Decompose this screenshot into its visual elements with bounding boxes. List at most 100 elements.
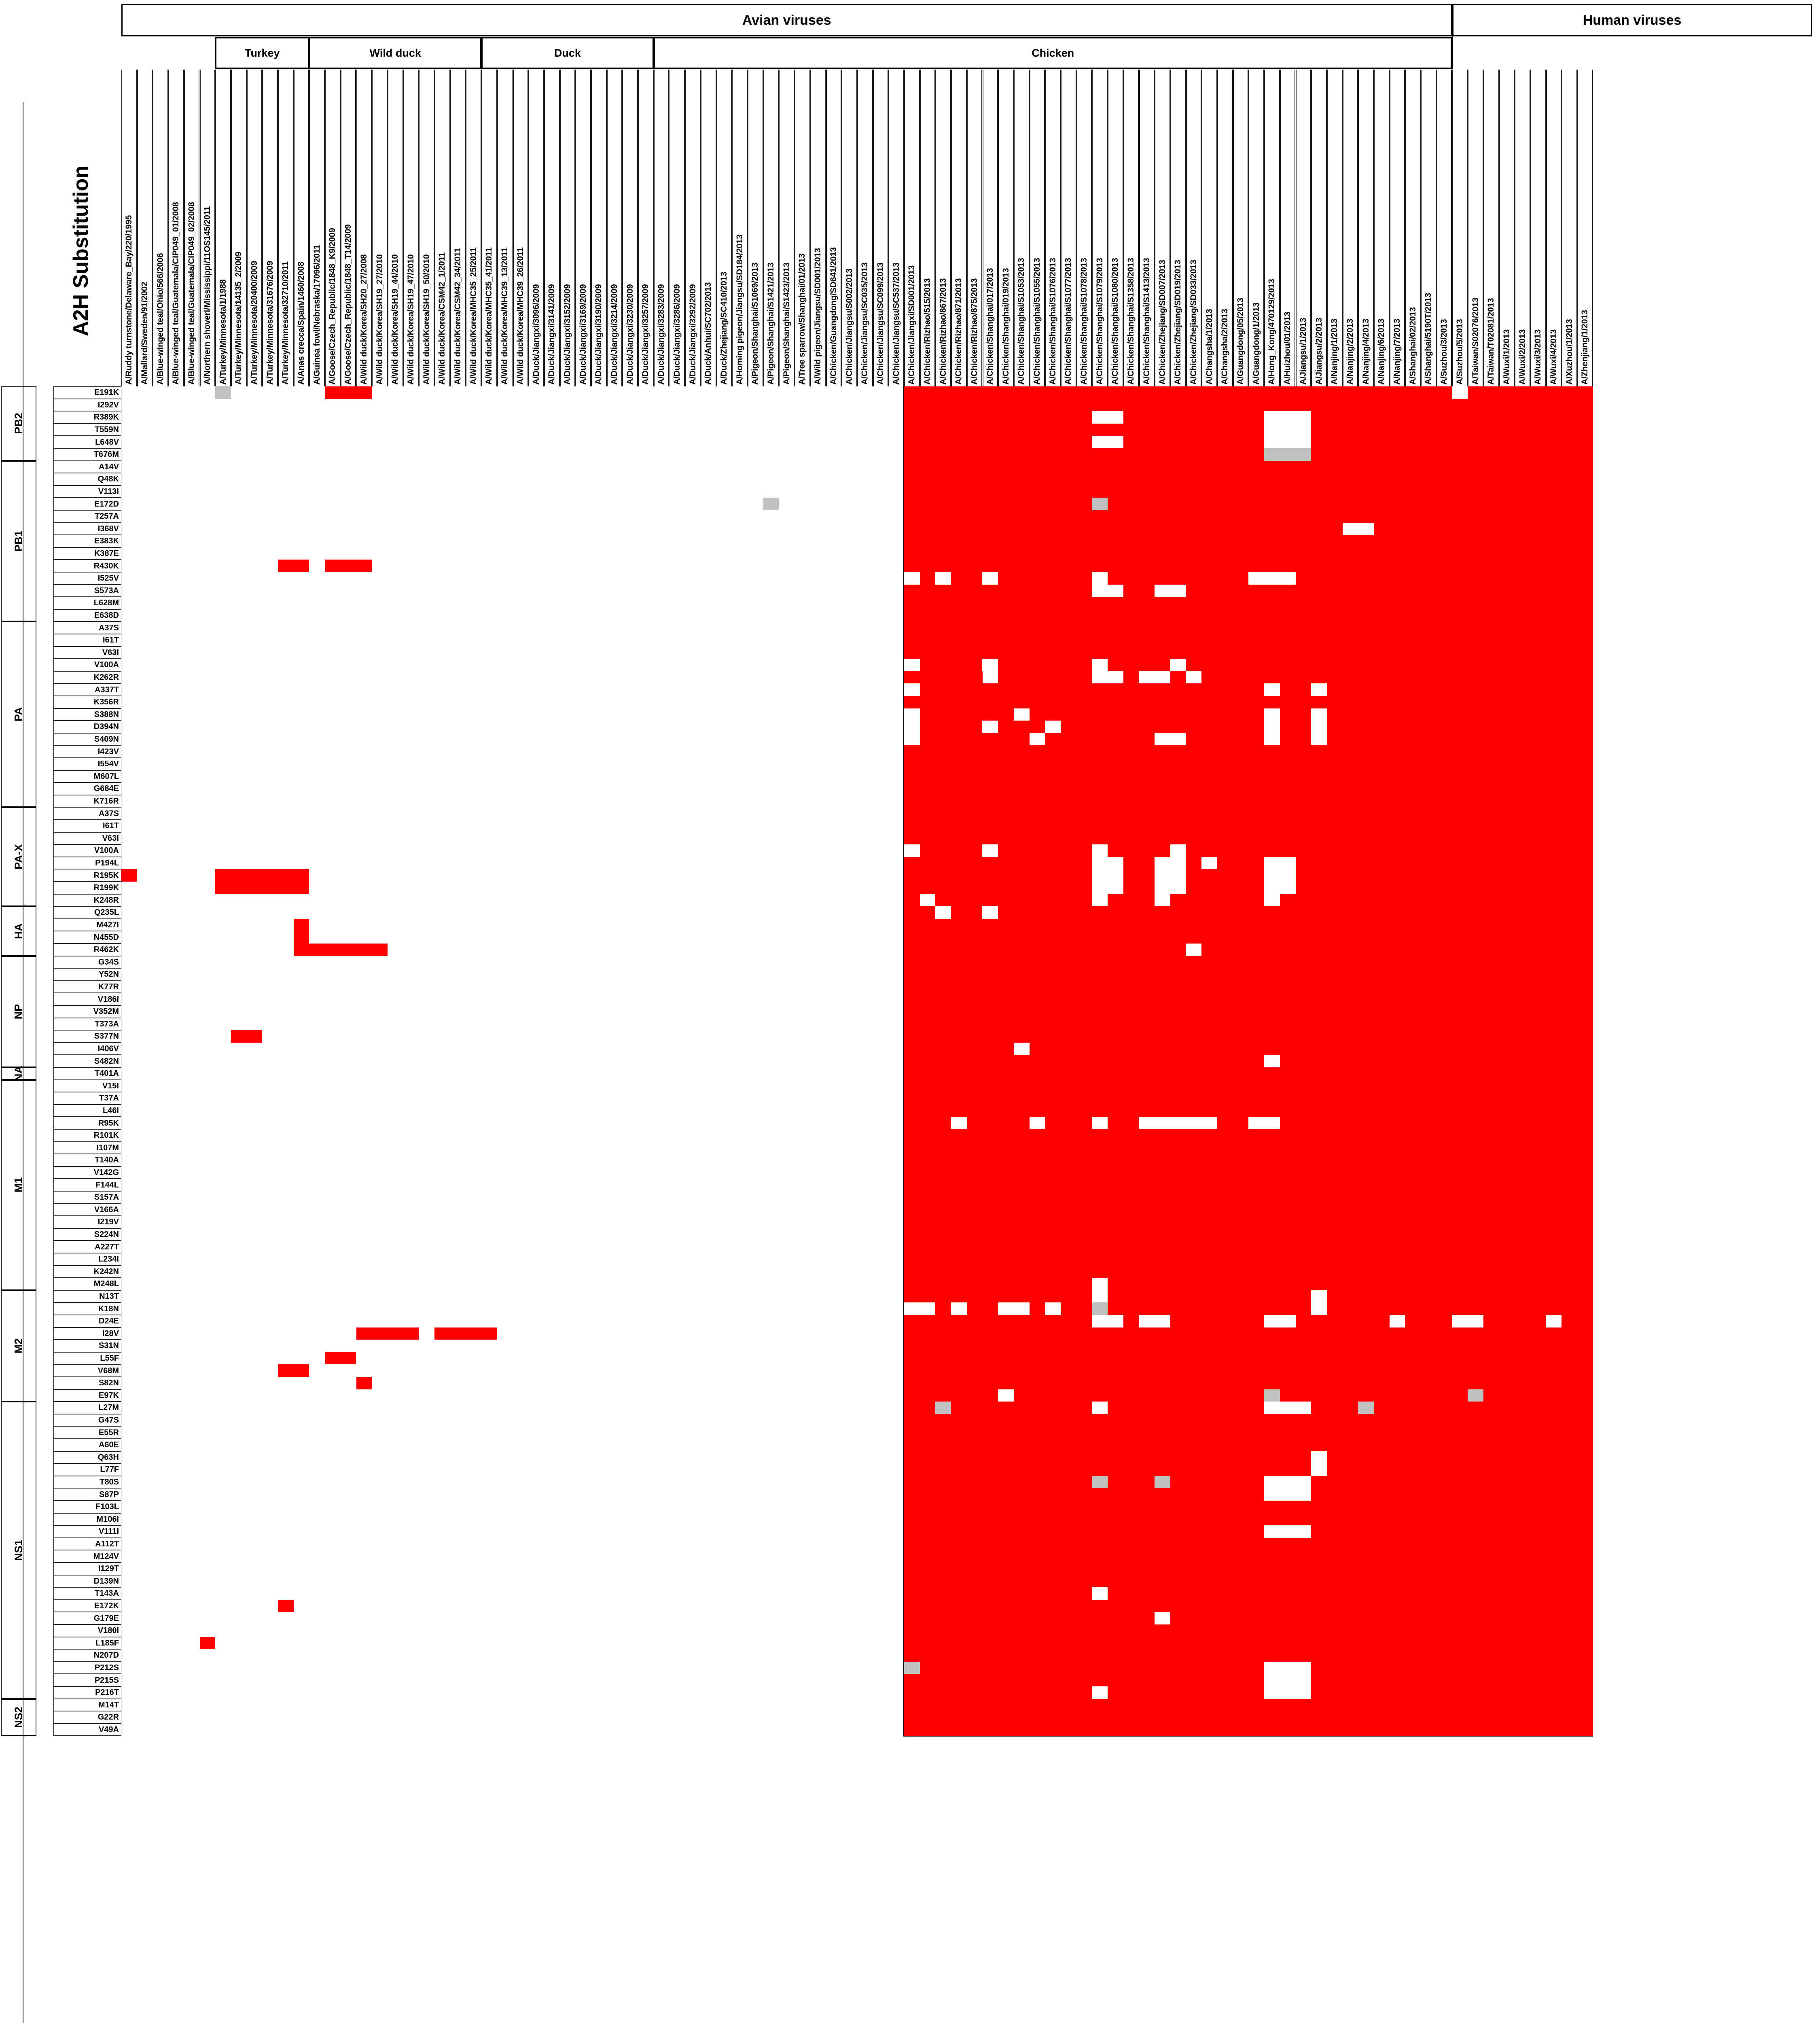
strain-label: A/Wild pigeon/Jiangsu/SD001/2013: [813, 248, 823, 385]
column-header-strain: A/Chicken/Jiangsu/S002/2013: [841, 70, 857, 386]
heatmap-cell: [904, 1166, 1593, 1179]
heatmap-cell: [278, 1364, 309, 1377]
strain-label: A/Duck/Jiangxi/3169/2009: [578, 284, 588, 385]
heatmap-cell: [904, 1451, 1312, 1464]
heatmap-cell: [1092, 584, 1123, 597]
heatmap-cell: [1092, 1278, 1108, 1290]
heatmap-cell: [935, 1402, 951, 1414]
heatmap-cell: [1186, 844, 1593, 857]
heatmap-cell: [998, 572, 1092, 585]
substitution-label-cell: G22R: [53, 1711, 121, 1724]
substitution-label-cell: D24E: [53, 1315, 121, 1327]
heatmap-cell: [1123, 869, 1155, 882]
column-header-strain: A/Pigeon/Shanghai/S1069/2013: [748, 70, 763, 386]
heatmap-cell: [920, 844, 983, 857]
heatmap-cell: [904, 1525, 1265, 1538]
heatmap-cell: [1280, 1389, 1468, 1402]
heatmap-cell: [1264, 448, 1312, 461]
host-group-blank-5: [1452, 37, 1812, 69]
heatmap-cell: [293, 931, 309, 944]
substitution-label-cell: N207D: [53, 1649, 121, 1662]
strain-label: A/Nanjing/4/2013: [1361, 318, 1371, 385]
strain-label: A/Nanjing/2/2013: [1345, 318, 1355, 385]
column-header-strain: A/Xuzhou/1/2013: [1562, 70, 1578, 386]
strain-label: A/Wild duck/Korea/SH19_47/2010: [406, 254, 415, 385]
heatmap-cell: [904, 510, 1593, 523]
column-header-strain: A/Chicken/Shanghai/S1053/2013: [1013, 70, 1030, 386]
heatmap-cell: [951, 906, 983, 919]
heatmap-cell: [904, 1563, 1593, 1575]
strain-label: A/Chicken/Jiangsu/SC099/2013: [875, 262, 885, 385]
strain-label: A/Huizhou/01/2013: [1283, 312, 1292, 385]
substitution-label-cell: E191K: [53, 386, 121, 399]
heatmap-cell: [904, 1686, 1092, 1699]
substitution-label-cell: I554V: [53, 758, 121, 770]
heatmap-cell: [904, 1191, 1593, 1204]
heatmap-cell: [1264, 857, 1296, 869]
strain-label: A/Duck/Jiangxi/3257/2009: [641, 284, 650, 385]
heatmap-cell: [1264, 721, 1280, 733]
substitution-label-cell: A14V: [53, 460, 121, 473]
substitution-label-cell: F103L: [53, 1501, 121, 1513]
heatmap-cell: [1311, 436, 1593, 448]
heatmap-cell: [1092, 844, 1108, 857]
heatmap-cell: [1311, 733, 1327, 746]
heatmap-cell: [1264, 869, 1296, 882]
heatmap-cell: [904, 1290, 1092, 1303]
heatmap-cell: [904, 1005, 1593, 1018]
heatmap-cell: [1092, 894, 1108, 907]
column-header-strain: A/Duck/Jiangxi/3190/2009: [591, 70, 607, 386]
strain-label: A/Goose/Czech_Republic/1848_T14/2009: [343, 224, 353, 385]
substitution-label-cell: L234I: [53, 1253, 121, 1266]
heatmap-cell: [1092, 857, 1123, 869]
heatmap-cell: [1092, 869, 1123, 882]
column-header-strain: A/Chicken/Rizhao/867/2013: [935, 70, 951, 386]
heatmap-cell: [920, 572, 936, 585]
heatmap-cell: [904, 671, 983, 684]
column-header-strain: A/Wild pigeon/Jiangsu/SD001/2013: [810, 70, 826, 386]
heatmap-cell: [1264, 1476, 1312, 1489]
substitution-label-cell: V63I: [53, 832, 121, 845]
heatmap-cell: [1092, 1402, 1108, 1414]
column-header-strain: A/Anas crecca/Spain/1460/2008: [293, 70, 309, 386]
heatmap-cell: [1170, 671, 1186, 684]
heatmap-cell: [1295, 572, 1593, 585]
heatmap-cell: [904, 1104, 1593, 1117]
substitution-label-cell: E383K: [53, 535, 121, 547]
strain-label: A/Duck/Jiangxi/3141/2009: [547, 284, 557, 385]
top-group-human-viruses: Human viruses: [1452, 4, 1812, 36]
heatmap-cell: [1311, 423, 1593, 436]
column-header-strain: A/Wild duck/Korea/SH19_27/2010: [372, 70, 388, 386]
heatmap-cell: [904, 795, 1593, 808]
heatmap-cell: [1029, 733, 1045, 746]
heatmap-cell: [325, 386, 372, 399]
heatmap-cell: [904, 1476, 1092, 1489]
heatmap-cell: [1452, 386, 1468, 399]
heatmap-cell: [935, 894, 1092, 907]
substitution-label-cell: I28V: [53, 1327, 121, 1340]
heatmap-cell: [904, 411, 1092, 424]
heatmap-cell: [904, 1488, 1265, 1501]
substitution-label-cell: I61T: [53, 634, 121, 647]
heatmap-cell: [904, 1042, 1014, 1055]
heatmap-cell: [904, 1067, 1593, 1080]
strain-label: A/Guinea fowl/Nebraska/17096/2011: [312, 244, 322, 385]
strain-label: A/Zhenjiang/1/2013: [1580, 310, 1590, 385]
heatmap-cell: [998, 659, 1092, 671]
heatmap-cell: [982, 906, 998, 919]
strain-label: A/Wuxi/1/2013: [1502, 329, 1511, 385]
heatmap-cell: [1295, 869, 1593, 882]
column-header-strain: A/Duck/Jiangxi/3257/2009: [638, 70, 654, 386]
substitution-label-cell: T559N: [53, 423, 121, 436]
heatmap-cell: [904, 993, 1593, 1005]
heatmap-cell: [904, 1550, 1593, 1563]
heatmap-cell: [199, 1637, 216, 1650]
heatmap-cell: [1108, 1476, 1155, 1489]
column-header-strain: A/Chicken/Shanghai/S1076/2013: [1045, 70, 1061, 386]
gene-segment-m2: M2: [1, 1290, 36, 1402]
heatmap-cell: [1045, 1302, 1061, 1315]
column-header-strain: A/Wild duck/Korea/MHC39_26/2011: [513, 70, 529, 386]
heatmap-cell: [1092, 1290, 1108, 1303]
substitution-label-cell: G179E: [53, 1612, 121, 1624]
strain-label: A/Duck/Jiangxi/3230/2009: [625, 284, 635, 385]
